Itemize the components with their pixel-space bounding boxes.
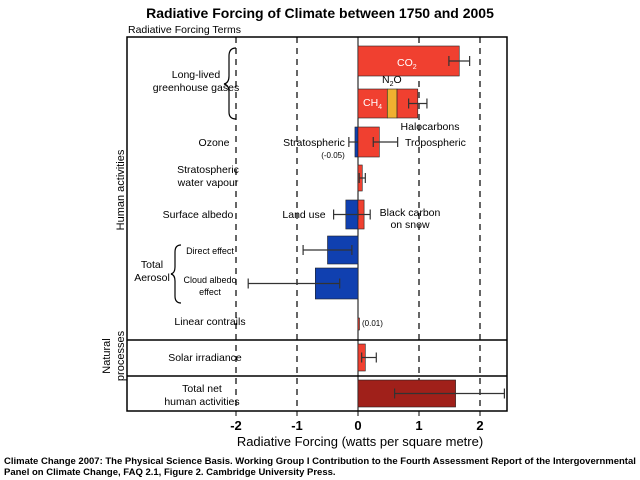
x-axis-label: Radiative Forcing (watts per square metr…	[237, 434, 483, 449]
annotation-land-use: Land use	[282, 209, 325, 221]
brace-greenhouse	[223, 47, 237, 120]
group-label-natural-line1: Natural	[101, 338, 113, 373]
figure-caption: Climate Change 2007: The Physical Scienc…	[4, 456, 636, 478]
annotation-tropospheric: Tropospheric	[405, 137, 466, 149]
error-bar-direct	[302, 245, 353, 255]
error-bar-bc	[357, 209, 371, 220]
bar-co2	[357, 45, 460, 77]
x-tick-label: 0	[354, 418, 361, 433]
row-label-ghg-line1: Long-lived	[172, 69, 221, 81]
annotation-black-carbon-line1: Black carbon	[380, 207, 441, 219]
x-tick-label: 2	[476, 418, 483, 433]
annotation-co2: CO2	[397, 57, 417, 71]
bar-ch4	[357, 88, 388, 119]
bar-n2o	[386, 88, 398, 119]
x-tick-label: -1	[291, 418, 303, 433]
row-label-strat-line2: water vapour	[177, 177, 239, 189]
error-bar-h2o	[358, 173, 366, 183]
row-label-ozone: Ozone	[199, 137, 230, 149]
x-tick-label: -2	[230, 418, 242, 433]
row-label-cloud-line2: effect	[199, 287, 221, 297]
row-label-ghg-line2: greenhouse gases	[153, 82, 239, 94]
row-label-solar: Solar irradiance	[168, 352, 242, 364]
annotation-n2o: N2O	[382, 74, 402, 88]
error-bar-cloud	[247, 278, 341, 289]
error-bar-co2	[448, 56, 471, 66]
annotation-stratospheric-value: (-0.05)	[321, 151, 345, 160]
group-label-natural-line2: processes	[115, 330, 127, 381]
row-label-total-line2: human activities	[164, 396, 239, 408]
bar-contrails	[357, 317, 360, 331]
row-label-strat-line1: Stratospheric	[177, 164, 239, 176]
row-label-aerosol-line2: Aerosol	[134, 272, 170, 284]
plot-frame	[126, 36, 508, 412]
annotation-ch4: CH4	[363, 97, 382, 111]
error-bar-total	[394, 388, 505, 399]
column-header: Radiative Forcing Terms	[128, 24, 241, 36]
row-label-total-line1: Total net	[182, 383, 222, 395]
annotation-black-carbon-line2: on snow	[390, 219, 430, 231]
x-axis-ticks: -2 -1 0 1 2	[230, 411, 484, 433]
error-bar-halo	[408, 98, 428, 109]
error-bar-solar	[361, 352, 377, 363]
group-label-human: Human activities	[115, 149, 127, 230]
chart-title: Radiative Forcing of Climate between 175…	[146, 5, 494, 21]
row-label-cloud-line1: Cloud albedo	[183, 275, 236, 285]
row-label-albedo: Surface albedo	[163, 209, 234, 221]
annotation-halocarbons: Halocarbons	[401, 121, 460, 133]
annotation-stratospheric: Stratospheric	[283, 137, 345, 149]
row-label-aerosol-line1: Total	[141, 259, 163, 271]
bars	[247, 45, 505, 408]
row-label-direct: Direct effect	[186, 246, 234, 256]
annotation-contrails-value: (0.01)	[362, 319, 383, 328]
brace-aerosol	[170, 244, 182, 304]
error-bar-o3t	[372, 137, 399, 147]
x-tick-label: 1	[415, 418, 422, 433]
row-label-contrails: Linear contrails	[174, 316, 245, 328]
